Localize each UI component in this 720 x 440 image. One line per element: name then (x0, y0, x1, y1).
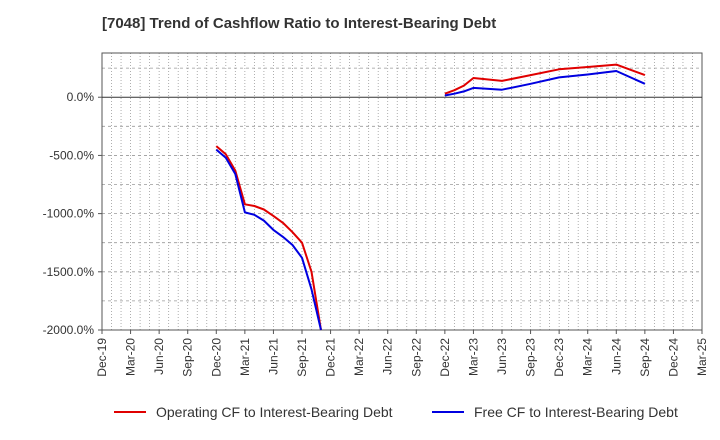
x-tick-label: Dec-22 (438, 338, 452, 377)
x-tick-label: Sep-22 (409, 338, 423, 377)
x-tick-label: Dec-24 (666, 338, 680, 377)
legend-label-free-cf: Free CF to Interest-Bearing Debt (474, 404, 678, 420)
y-tick-label: 0.0% (67, 90, 95, 104)
x-tick-label: Jun-24 (609, 338, 623, 375)
legend-label-operating-cf: Operating CF to Interest-Bearing Debt (156, 404, 393, 420)
legend-item-free-cf: Free CF to Interest-Bearing Debt (432, 404, 678, 420)
y-tick-labels: 0.0% -500.0% -1000.0% -1500.0% -2000.0% (43, 90, 102, 337)
x-tick-label: Dec-20 (209, 338, 223, 377)
x-tick-label: Sep-20 (181, 338, 195, 377)
y-tick-label: -2000.0% (43, 323, 95, 337)
y-tick-label: -500.0% (49, 148, 94, 162)
legend-swatch-free-cf (432, 411, 464, 413)
plot-frame (101, 52, 703, 331)
x-tick-label: Jun-21 (266, 338, 280, 375)
x-tick-label: Dec-19 (95, 338, 109, 377)
x-tick-label: Mar-20 (124, 338, 138, 376)
x-tick-label: Dec-21 (324, 338, 338, 377)
x-tick-label: Jun-22 (381, 338, 395, 375)
x-tick-label: Sep-23 (524, 338, 538, 377)
series-lines (215, 63, 646, 331)
x-tick-label: Mar-25 (695, 338, 709, 376)
legend: Operating CF to Interest-Bearing Debt Fr… (0, 404, 720, 426)
series-line-operating-cf-1 (215, 145, 322, 331)
grid-lines (102, 53, 702, 330)
y-tick-label: -1000.0% (43, 207, 95, 221)
x-tick-label: Jun-20 (152, 338, 166, 375)
chart-title: [7048] Trend of Cashflow Ratio to Intere… (102, 15, 497, 32)
y-tick-label: -1500.0% (43, 265, 95, 279)
x-tick-labels: Dec-19 Mar-20 Jun-20 Sep-20 Dec-20 Mar-21 Jun-… (95, 330, 709, 377)
x-tick-label: Dec-23 (552, 338, 566, 377)
axes (101, 52, 703, 331)
series-line-free-cf-2 (444, 70, 646, 97)
x-tick-label: Sep-24 (638, 338, 652, 377)
x-tick-label: Mar-21 (238, 338, 252, 376)
legend-swatch-operating-cf (114, 411, 146, 413)
x-tick-label: Jun-23 (495, 338, 509, 375)
x-tick-label: Mar-23 (466, 338, 480, 376)
legend-item-operating-cf: Operating CF to Interest-Bearing Debt (114, 404, 393, 420)
line-chart: 0.0% -500.0% -1000.0% -1500.0% -2000.0% Dec-… (43, 52, 709, 377)
x-tick-label: Mar-22 (352, 338, 366, 376)
series-line-free-cf-1 (215, 148, 322, 331)
x-tick-label: Sep-21 (295, 338, 309, 377)
series-line-operating-cf-2 (444, 63, 646, 95)
x-tick-label: Mar-24 (581, 338, 595, 376)
